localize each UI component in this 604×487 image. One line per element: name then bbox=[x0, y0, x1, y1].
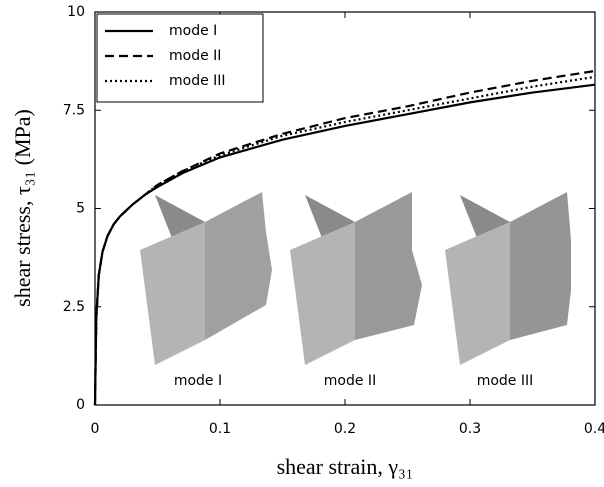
x-tick-label: 0 bbox=[91, 421, 100, 437]
y-axis-label: shear stress, τ₃₁ (MPa) bbox=[10, 109, 35, 307]
inset-label: mode II bbox=[324, 373, 376, 389]
inset-shape bbox=[140, 192, 272, 365]
inset-shape bbox=[445, 192, 571, 365]
y-tick-label: 5 bbox=[76, 201, 85, 217]
inset-shape bbox=[290, 192, 422, 365]
inset-label: mode III bbox=[477, 373, 534, 389]
legend-label: mode I bbox=[169, 23, 217, 39]
y-tick-label: 2.5 bbox=[63, 299, 85, 315]
legend-label: mode III bbox=[169, 73, 226, 89]
x-tick-label: 0.1 bbox=[209, 421, 231, 437]
line-series bbox=[93, 83, 596, 406]
y-tick-label: 7.5 bbox=[63, 102, 85, 118]
y-tick-label: 0 bbox=[76, 397, 85, 413]
inset-label: mode I bbox=[174, 373, 222, 389]
y-tick-label: 10 bbox=[67, 4, 85, 20]
inset-illustrations bbox=[140, 192, 571, 365]
x-tick-label: 0.3 bbox=[459, 421, 481, 437]
legend-box bbox=[96, 13, 264, 103]
x-axis-label: shear strain, γ₃₁ bbox=[277, 454, 414, 479]
line-series bbox=[93, 75, 596, 406]
x-tick-label: 0.4 bbox=[584, 421, 604, 437]
legend-label: mode II bbox=[169, 48, 221, 64]
x-tick-label: 0.2 bbox=[334, 421, 356, 437]
